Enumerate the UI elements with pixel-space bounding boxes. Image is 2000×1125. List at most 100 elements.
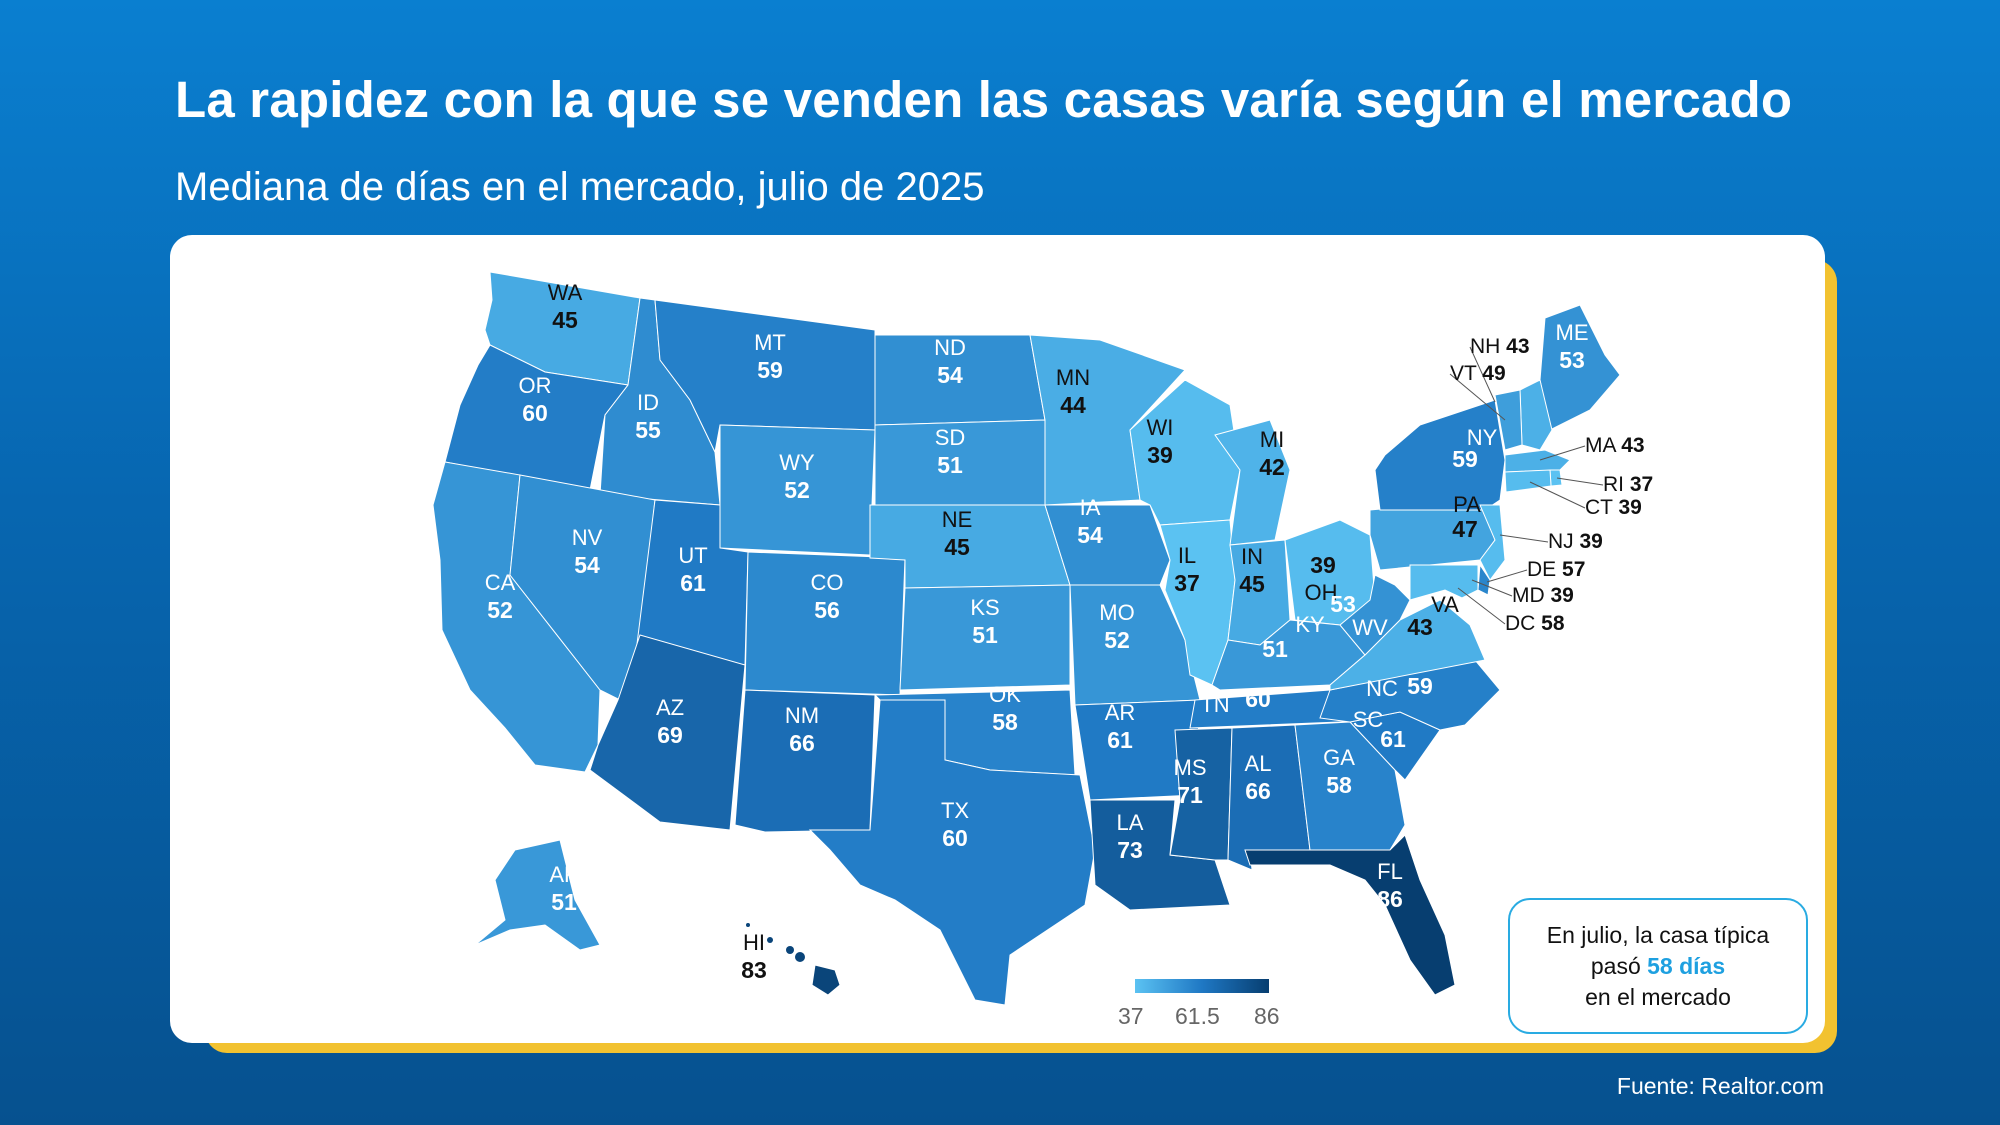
state-shape-ak — [474, 839, 601, 951]
state-abbr-az: AZ — [656, 695, 684, 720]
state-shape-ny — [1374, 399, 1506, 511]
state-value-fl: 86 — [1377, 886, 1403, 912]
state-abbr-co: CO — [811, 570, 844, 595]
state-shape-tx — [808, 699, 1096, 1006]
state-abbr-id: ID — [637, 390, 659, 415]
state-abbr-ky: KY — [1295, 612, 1325, 637]
state-abbr-sd: SD — [935, 425, 966, 450]
state-abbr-ar: AR — [1105, 700, 1136, 725]
state-abbr-ks: KS — [970, 595, 999, 620]
callout-leader-ct — [1529, 481, 1586, 509]
state-abbr-wi: WI — [1147, 415, 1174, 440]
state-value-co: 56 — [814, 597, 840, 623]
state-value-in: 45 — [1239, 571, 1265, 597]
state-abbr-mo: MO — [1099, 600, 1134, 625]
state-abbr-wa: WA — [548, 280, 583, 305]
state-abbr-ak: AK — [549, 862, 579, 887]
page-subtitle: Mediana de días en el mercado, julio de … — [175, 165, 985, 209]
callout-label-md: MD 39 — [1512, 584, 1574, 607]
state-value-ny: 59 — [1452, 446, 1478, 472]
state-value-or: 60 — [522, 400, 548, 426]
callout-label-de: DE 57 — [1527, 558, 1585, 581]
state-shape-fl — [1244, 834, 1456, 996]
state-value-ky: 51 — [1262, 636, 1288, 662]
state-abbr-pa: PA — [1453, 492, 1481, 517]
state-shape-nc — [1319, 659, 1501, 731]
state-value-az: 69 — [657, 722, 683, 748]
state-value-wv: 53 — [1330, 591, 1356, 617]
state-value-ar: 61 — [1107, 727, 1133, 753]
state-abbr-il: IL — [1178, 543, 1196, 568]
state-abbr-tx: TX — [941, 798, 969, 823]
state-abbr-ny: NY — [1467, 425, 1498, 450]
state-abbr-ut: UT — [678, 543, 707, 568]
state-abbr-mt: MT — [754, 330, 786, 355]
info-line-1: En julio, la casa típica — [1546, 921, 1770, 948]
callout-label-vt: VT 49 — [1450, 362, 1506, 385]
callout-value-nh: 43 — [1506, 335, 1529, 358]
callout-leader-de — [1486, 569, 1528, 583]
callout-leader-ma — [1539, 445, 1586, 461]
info-callout-box: En julio, la casa típica pasó 58 días en… — [1508, 898, 1808, 1034]
state-value-ok: 58 — [992, 709, 1018, 735]
callout-label-ct: CT 39 — [1585, 496, 1642, 519]
state-shape-de — [1477, 563, 1491, 596]
state-abbr-nv: NV — [572, 525, 603, 550]
state-abbr-ne: NE — [942, 507, 973, 532]
state-abbr-nc: NC — [1366, 676, 1398, 701]
state-value-nm: 66 — [789, 730, 815, 756]
callout-label-nj: NJ 39 — [1548, 530, 1603, 553]
callout-value-vt: 49 — [1482, 362, 1505, 385]
state-value-nc: 59 — [1407, 673, 1433, 699]
state-shape-hi-island — [746, 923, 750, 927]
legend-mid-label: 61.5 — [1175, 1003, 1220, 1029]
state-value-ca: 52 — [487, 597, 513, 623]
callout-value-ri: 37 — [1630, 473, 1653, 496]
state-shape-hi-island — [767, 937, 773, 943]
info-highlight-days: 58 días — [1647, 952, 1726, 979]
state-value-wy: 52 — [784, 477, 810, 503]
callout-abbr-ma: MA — [1585, 434, 1621, 457]
state-abbr-ms: MS — [1174, 755, 1207, 780]
callout-abbr-nj: NJ — [1548, 530, 1580, 553]
state-value-ak: 51 — [551, 889, 577, 915]
callout-abbr-vt: VT — [1450, 362, 1482, 385]
callout-leader-nh — [1469, 346, 1496, 403]
state-value-ia: 54 — [1077, 522, 1103, 548]
callout-label-ri: RI 37 — [1603, 473, 1653, 496]
callout-leader-dc — [1457, 587, 1506, 625]
callout-value-ct: 39 — [1618, 496, 1641, 519]
state-abbr-tn: TN — [1200, 692, 1229, 717]
state-value-ms: 71 — [1177, 782, 1203, 808]
state-abbr-hi: HI — [743, 930, 765, 955]
state-value-ks: 51 — [972, 622, 998, 648]
state-value-sd: 51 — [937, 452, 963, 478]
state-abbr-fl: FL — [1377, 859, 1403, 884]
state-shape-hi-island — [795, 952, 805, 962]
state-shape-wv — [1339, 574, 1411, 656]
state-value-mn: 44 — [1060, 392, 1086, 418]
callout-abbr-nh: NH — [1470, 335, 1506, 358]
state-value-ut: 61 — [680, 570, 706, 596]
source-credit: Fuente: Realtor.com — [1616, 1073, 1824, 1099]
state-abbr-ga: GA — [1323, 745, 1355, 770]
state-abbr-oh: OH — [1305, 580, 1338, 605]
callout-value-ma: 43 — [1621, 434, 1644, 457]
map-card: WA 45 OR 60 CA 52 ID 55 NV 54 MT 59 WY 52 UT 61 AZ 69 CO 56… — [170, 235, 1825, 1043]
state-abbr-nd: ND — [934, 335, 966, 360]
state-abbr-ca: CA — [485, 570, 516, 595]
callout-leader-nj — [1499, 534, 1549, 543]
state-abbr-la: LA — [1117, 810, 1144, 835]
info-line-2: pasó 58 días — [1591, 951, 1725, 982]
legend-min-label: 37 — [1118, 1003, 1144, 1029]
callout-abbr-de: DE — [1527, 558, 1562, 581]
state-abbr-ok: OK — [989, 682, 1021, 707]
state-shape-md — [1409, 564, 1479, 601]
state-shape-hi-island — [786, 946, 794, 954]
state-shape-mi — [1214, 419, 1291, 546]
state-value-mi: 42 — [1259, 454, 1285, 480]
state-value-tn: 60 — [1245, 686, 1271, 712]
state-shape-la — [1089, 799, 1231, 911]
callout-label-nh: NH 43 — [1470, 335, 1530, 358]
callout-leader-vt — [1449, 373, 1506, 421]
